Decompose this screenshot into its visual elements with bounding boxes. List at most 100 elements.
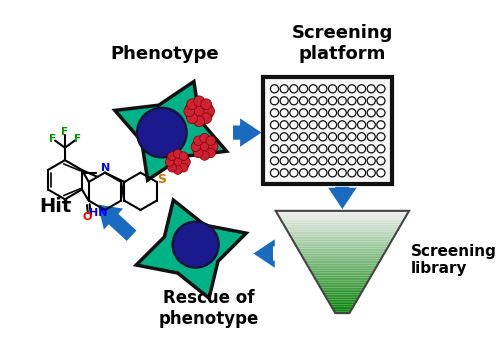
Polygon shape [310, 271, 374, 272]
Circle shape [338, 145, 346, 153]
Polygon shape [296, 247, 388, 248]
Circle shape [172, 222, 219, 268]
Circle shape [367, 145, 376, 153]
Polygon shape [304, 260, 380, 262]
Circle shape [191, 142, 200, 152]
Circle shape [348, 145, 356, 153]
Polygon shape [302, 257, 382, 258]
Circle shape [280, 145, 288, 153]
Circle shape [280, 121, 288, 129]
Circle shape [358, 97, 366, 105]
Circle shape [309, 85, 318, 93]
Text: Phenotype: Phenotype [110, 45, 219, 62]
Polygon shape [254, 239, 275, 268]
Circle shape [280, 157, 288, 165]
Circle shape [270, 97, 278, 105]
Circle shape [174, 149, 182, 158]
Circle shape [200, 151, 209, 160]
Polygon shape [286, 230, 398, 231]
Circle shape [201, 99, 211, 110]
Text: Hit: Hit [39, 197, 72, 216]
Circle shape [270, 85, 278, 93]
Circle shape [179, 152, 188, 160]
Circle shape [358, 157, 366, 165]
Circle shape [328, 133, 336, 141]
Circle shape [186, 99, 198, 110]
Circle shape [194, 116, 204, 127]
Circle shape [367, 133, 376, 141]
Circle shape [290, 121, 298, 129]
Circle shape [280, 85, 288, 93]
Polygon shape [330, 305, 354, 306]
Polygon shape [98, 204, 136, 241]
Circle shape [319, 133, 327, 141]
Circle shape [338, 97, 346, 105]
Circle shape [358, 133, 366, 141]
Polygon shape [276, 211, 409, 213]
Circle shape [328, 145, 336, 153]
Circle shape [377, 169, 385, 177]
Polygon shape [328, 301, 356, 303]
Circle shape [309, 169, 318, 177]
Circle shape [290, 145, 298, 153]
Circle shape [309, 145, 318, 153]
Polygon shape [300, 252, 385, 253]
Polygon shape [280, 219, 404, 221]
Circle shape [194, 96, 204, 107]
Polygon shape [306, 262, 380, 264]
Text: F: F [74, 134, 81, 144]
Polygon shape [292, 240, 392, 241]
Text: N: N [101, 163, 110, 173]
Circle shape [290, 97, 298, 105]
Polygon shape [294, 243, 390, 245]
Polygon shape [286, 228, 399, 230]
Circle shape [270, 121, 278, 129]
Text: F: F [62, 127, 68, 137]
Circle shape [270, 169, 278, 177]
Circle shape [270, 109, 278, 117]
Polygon shape [298, 250, 386, 252]
Circle shape [377, 157, 385, 165]
Circle shape [338, 109, 346, 117]
Circle shape [328, 109, 336, 117]
Polygon shape [324, 293, 362, 294]
Circle shape [358, 85, 366, 93]
Circle shape [137, 108, 186, 158]
Circle shape [338, 157, 346, 165]
Circle shape [358, 109, 366, 117]
Circle shape [348, 109, 356, 117]
Circle shape [367, 157, 376, 165]
Polygon shape [288, 233, 396, 235]
Circle shape [338, 133, 346, 141]
Circle shape [280, 97, 288, 105]
Circle shape [270, 157, 278, 165]
Polygon shape [322, 291, 362, 293]
Polygon shape [282, 221, 403, 223]
Polygon shape [136, 200, 246, 298]
Ellipse shape [166, 152, 190, 172]
Circle shape [319, 169, 327, 177]
Circle shape [208, 142, 218, 152]
Text: Screening
platform: Screening platform [292, 24, 393, 63]
Circle shape [319, 145, 327, 153]
Text: S: S [158, 173, 166, 186]
Circle shape [280, 169, 288, 177]
Polygon shape [334, 311, 350, 313]
Circle shape [270, 133, 278, 141]
Circle shape [367, 169, 376, 177]
Circle shape [319, 97, 327, 105]
Circle shape [348, 85, 356, 93]
Circle shape [182, 158, 190, 166]
Circle shape [367, 121, 376, 129]
Circle shape [319, 85, 327, 93]
Circle shape [201, 113, 211, 124]
Circle shape [300, 157, 308, 165]
Polygon shape [328, 187, 356, 209]
Circle shape [174, 166, 182, 174]
Polygon shape [310, 269, 376, 271]
Polygon shape [314, 277, 370, 279]
Polygon shape [320, 288, 364, 289]
Circle shape [300, 109, 308, 117]
Circle shape [348, 121, 356, 129]
Circle shape [348, 133, 356, 141]
